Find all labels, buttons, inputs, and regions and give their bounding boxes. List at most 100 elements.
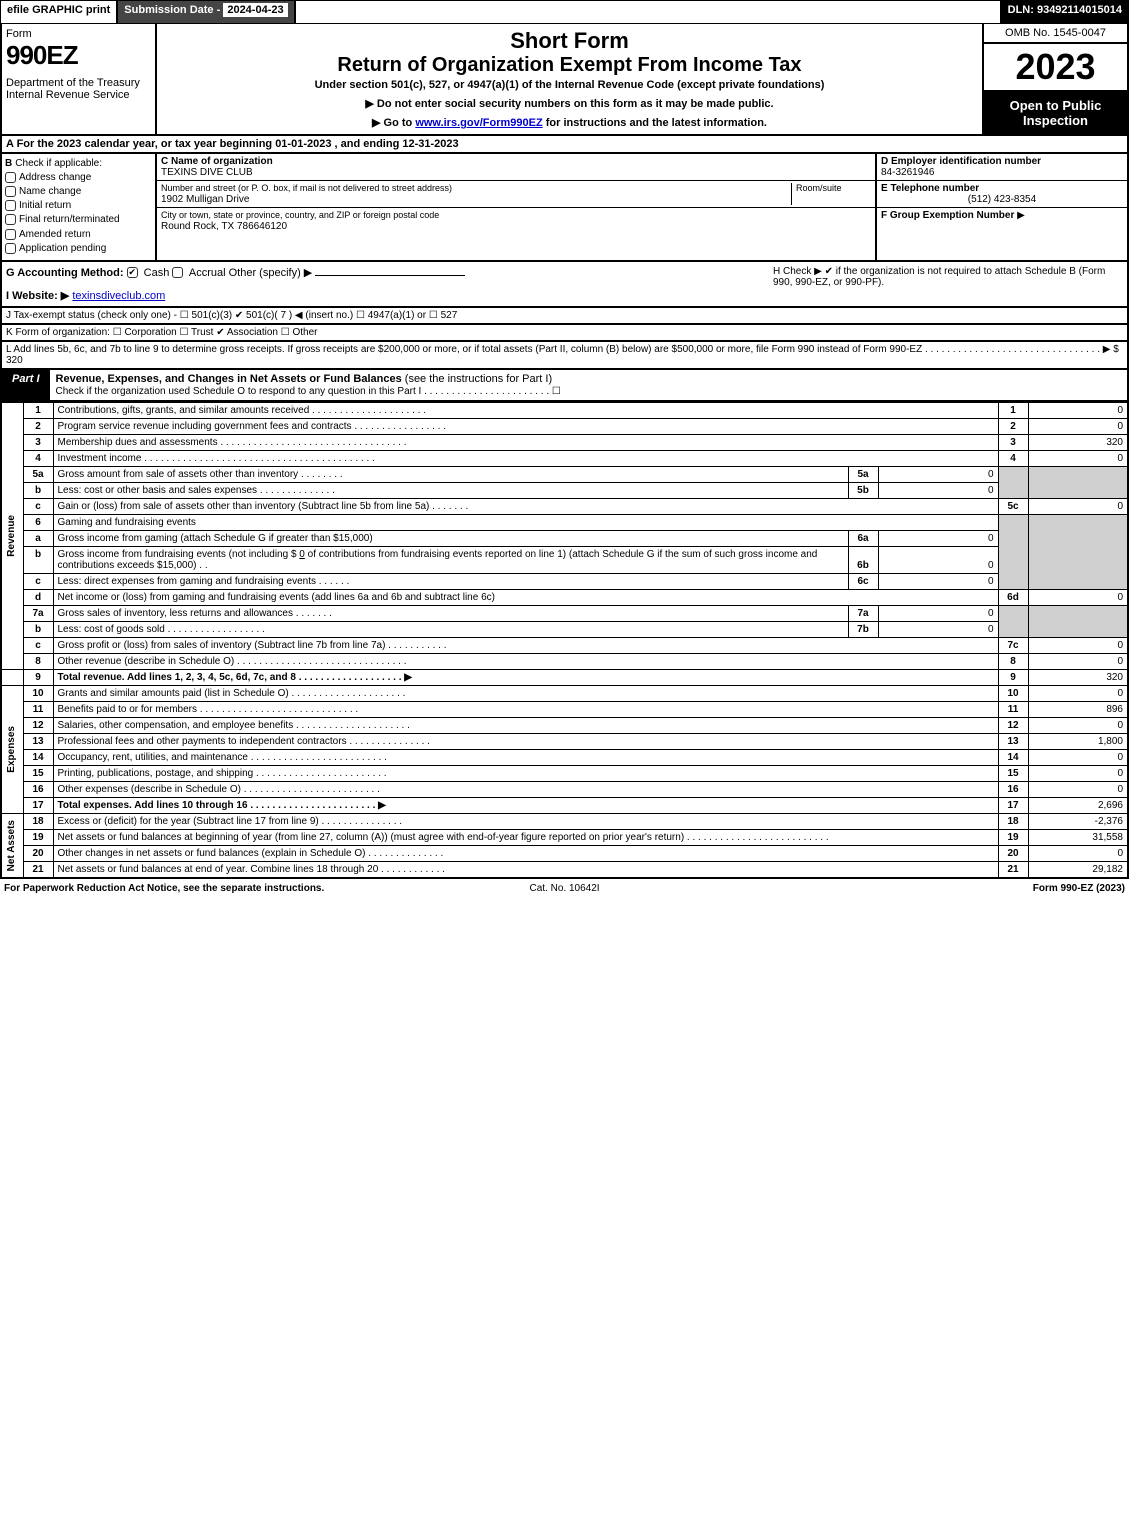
- right-val: 0: [1028, 402, 1128, 418]
- submission-date-label: Submission Date - 2024-04-23: [117, 0, 294, 24]
- line-desc: Gross sales of inventory, less returns a…: [53, 605, 848, 621]
- chk-label-0: Address change: [19, 172, 91, 183]
- footer-cat-no: Cat. No. 10642I: [378, 883, 752, 894]
- line-desc: Other revenue (describe in Schedule O) .…: [53, 653, 998, 669]
- f-arrow: ▶: [1017, 210, 1025, 221]
- footer: For Paperwork Reduction Act Notice, see …: [0, 879, 1129, 898]
- section-c: C Name of organization TEXINS DIVE CLUB …: [157, 154, 877, 260]
- inner-num: 6a: [848, 530, 878, 546]
- inner-num: 5b: [848, 482, 878, 498]
- dln-label: DLN:: [1008, 4, 1037, 16]
- inner-val: 0: [878, 466, 998, 482]
- form-header: Form 990EZ Department of the Treasury In…: [0, 24, 1129, 136]
- right-num: 2: [998, 418, 1028, 434]
- line-num: c: [23, 498, 53, 514]
- line-num: 3: [23, 434, 53, 450]
- goto-note: ▶ Go to www.irs.gov/Form990EZ for instru…: [161, 116, 978, 129]
- right-val: -2,376: [1028, 813, 1128, 829]
- checkbox-icon[interactable]: [5, 172, 16, 183]
- chk-amended-return: Amended return: [5, 229, 152, 240]
- efile-label: efile GRAPHIC print: [0, 0, 117, 24]
- right-val: 0: [1028, 418, 1128, 434]
- accrual-checkbox[interactable]: [172, 267, 183, 278]
- right-num: 4: [998, 450, 1028, 466]
- line-num: 9: [23, 669, 53, 685]
- other-specify-line[interactable]: [315, 275, 465, 276]
- g-label: G Accounting Method:: [6, 267, 124, 279]
- line-num: 19: [23, 829, 53, 845]
- header-right: OMB No. 1545-0047 2023 Open to Public In…: [982, 24, 1127, 134]
- inner-num: 7a: [848, 605, 878, 621]
- under-section: Under section 501(c), 527, or 4947(a)(1)…: [161, 79, 978, 91]
- line-11: 11Benefits paid to or for members . . . …: [1, 701, 1128, 717]
- checkbox-icon[interactable]: [5, 214, 16, 225]
- line-num: 21: [23, 861, 53, 878]
- line-desc: Investment income . . . . . . . . . . . …: [53, 450, 998, 466]
- line-num: 12: [23, 717, 53, 733]
- cash-label: Cash: [144, 267, 170, 279]
- website-link[interactable]: texinsdiveclub.com: [72, 290, 165, 302]
- inner-val: 0: [878, 546, 998, 573]
- footer-right-post: (2023): [1093, 883, 1125, 894]
- line-5c: cGain or (loss) from sale of assets othe…: [1, 498, 1128, 514]
- cash-checkbox[interactable]: ✔: [127, 267, 138, 278]
- other-label: Other (specify) ▶: [229, 267, 313, 279]
- chk-name-change: Name change: [5, 186, 152, 197]
- part1-sub: (see the instructions for Part I): [405, 373, 552, 385]
- line-17-desc: Total expenses. Add lines 10 through 16 …: [58, 800, 386, 811]
- line-6: 6Gaming and fundraising events: [1, 514, 1128, 530]
- line-desc: Less: cost or other basis and sales expe…: [53, 482, 848, 498]
- open-to-public: Open to Public Inspection: [984, 92, 1127, 134]
- shade-cell: [1028, 466, 1128, 498]
- line-num: 18: [23, 813, 53, 829]
- inner-val: 0: [878, 482, 998, 498]
- line-num: 11: [23, 701, 53, 717]
- section-h: H Check ▶ ✔ if the organization is not r…: [773, 266, 1123, 302]
- right-num: 10: [998, 685, 1028, 701]
- checkbox-icon[interactable]: [5, 200, 16, 211]
- org-name: TEXINS DIVE CLUB: [161, 167, 253, 178]
- line-num: 13: [23, 733, 53, 749]
- inner-val: 0: [878, 621, 998, 637]
- right-val: 0: [1028, 589, 1128, 605]
- line-desc: Less: direct expenses from gaming and fu…: [53, 573, 848, 589]
- right-val: 320: [1028, 669, 1128, 685]
- dln: DLN: 93492114015014: [1001, 0, 1129, 24]
- form-word: Form: [6, 28, 151, 40]
- right-num: 19: [998, 829, 1028, 845]
- right-num: 7c: [998, 637, 1028, 653]
- chk-final-return: Final return/terminated: [5, 214, 152, 225]
- checkbox-icon[interactable]: [5, 229, 16, 240]
- accrual-label: Accrual: [189, 267, 226, 279]
- shade-cell: [1028, 605, 1128, 637]
- sub-date-text: Submission Date -: [124, 4, 223, 16]
- phone-value: (512) 423-8354: [881, 194, 1123, 205]
- b-check-label: Check if applicable:: [15, 158, 102, 169]
- netassets-side-label: Net Assets: [6, 820, 17, 871]
- right-val: 0: [1028, 637, 1128, 653]
- inner-num: 7b: [848, 621, 878, 637]
- line-num: 8: [23, 653, 53, 669]
- right-val: 0: [1028, 845, 1128, 861]
- right-val: 0: [1028, 749, 1128, 765]
- right-val: 0: [1028, 498, 1128, 514]
- department: Department of the Treasury Internal Reve…: [6, 77, 151, 101]
- line-num: 17: [23, 797, 53, 813]
- right-val: 2,696: [1028, 797, 1128, 813]
- part1-title: Revenue, Expenses, and Changes in Net As…: [56, 373, 402, 385]
- inner-num: 6b: [848, 546, 878, 573]
- line-num: a: [23, 530, 53, 546]
- footer-right-pre: Form: [1033, 883, 1061, 894]
- chk-label-2: Initial return: [19, 200, 71, 211]
- line-9-desc: Total revenue. Add lines 1, 2, 3, 4, 5c,…: [58, 672, 412, 683]
- right-val: 320: [1028, 434, 1128, 450]
- line-desc: Gaming and fundraising events: [53, 514, 998, 530]
- line-5b: bLess: cost or other basis and sales exp…: [1, 482, 1128, 498]
- line-desc: Total revenue. Add lines 1, 2, 3, 4, 5c,…: [53, 669, 998, 685]
- checkbox-icon[interactable]: [5, 186, 16, 197]
- line-desc: Occupancy, rent, utilities, and maintena…: [53, 749, 998, 765]
- checkbox-icon[interactable]: [5, 243, 16, 254]
- street-value: 1902 Mulligan Drive: [161, 194, 249, 205]
- shade-cell: [998, 605, 1028, 637]
- irs-link[interactable]: www.irs.gov/Form990EZ: [415, 117, 542, 129]
